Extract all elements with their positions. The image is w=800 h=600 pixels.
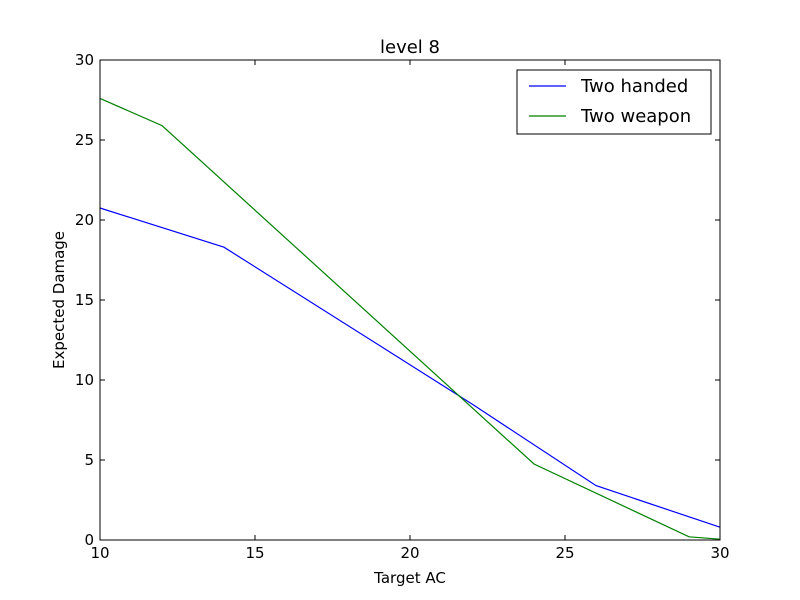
legend: Two handed Two weapon bbox=[516, 69, 712, 135]
x-tick-label: 15 bbox=[245, 544, 264, 562]
x-tick-label: 30 bbox=[710, 544, 729, 562]
legend-box bbox=[516, 69, 712, 135]
legend-label-0: Two handed bbox=[580, 76, 688, 97]
y-tick-label: 25 bbox=[75, 131, 94, 149]
ticks-layer: 10 15 20 25 30 0 5 10 15 20 25 30 bbox=[75, 51, 730, 562]
series-line-0 bbox=[99, 207, 721, 528]
legend-label-1: Two weapon bbox=[580, 106, 691, 127]
y-tick-label: 15 bbox=[75, 291, 94, 309]
series-layer bbox=[99, 97, 721, 540]
x-tick-label: 10 bbox=[90, 544, 109, 562]
y-tick-label: 20 bbox=[75, 211, 94, 229]
y-tick-label: 30 bbox=[75, 51, 94, 69]
chart-title: level 8 bbox=[380, 37, 440, 58]
x-tick-label: 20 bbox=[400, 544, 419, 562]
series-line-1 bbox=[99, 97, 721, 540]
x-tick-label: 25 bbox=[555, 544, 574, 562]
x-axis-label: Target AC bbox=[373, 569, 446, 587]
y-tick-label: 5 bbox=[84, 451, 94, 469]
y-axis-label: Expected Damage bbox=[50, 231, 68, 369]
y-tick-label: 10 bbox=[75, 371, 94, 389]
y-tick-label: 0 bbox=[84, 531, 94, 549]
